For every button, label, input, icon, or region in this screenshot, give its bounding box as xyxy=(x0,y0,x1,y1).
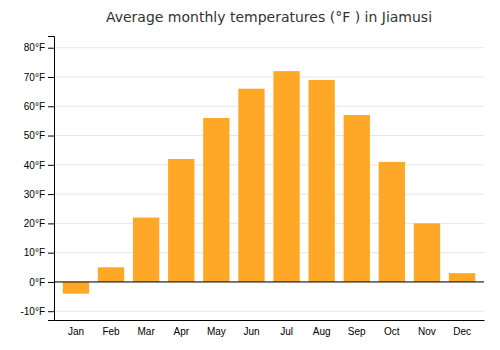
y-axis: -10°F 0°F 10°F 20°F 30°F 40°F 50°F 60°F 70°F 80°F xyxy=(20,37,54,321)
x-tick-label: Mar xyxy=(138,326,156,337)
y-tick-label: 80°F xyxy=(24,42,45,53)
x-tick: Nov xyxy=(418,320,436,337)
x-tick: Apr xyxy=(173,320,189,337)
grid-line xyxy=(54,47,484,48)
grid-line xyxy=(54,194,484,195)
bar xyxy=(63,282,89,294)
bars xyxy=(54,71,484,294)
bar xyxy=(168,159,194,282)
bar xyxy=(449,273,475,282)
y-tick-mark xyxy=(48,311,54,312)
x-tick-label: Jan xyxy=(68,326,84,337)
y-tick: 20°F xyxy=(24,218,54,229)
x-tick: Feb xyxy=(102,320,120,337)
x-tick-label: Aug xyxy=(313,326,331,337)
y-tick-label: 60°F xyxy=(24,101,45,112)
x-tick-label: Dec xyxy=(453,326,471,337)
x-tick-label: May xyxy=(207,326,226,337)
y-tick-mark xyxy=(48,194,54,195)
y-tick-label: 30°F xyxy=(24,189,45,200)
y-tick-label: 40°F xyxy=(24,160,45,171)
y-tick: 30°F xyxy=(24,189,54,200)
x-tick: Aug xyxy=(313,320,331,337)
x-tick-label: Feb xyxy=(102,326,120,337)
x-tick: Jul xyxy=(280,320,293,337)
x-tick-label: Sep xyxy=(348,326,366,337)
y-tick-mark xyxy=(48,48,54,49)
bar xyxy=(344,115,370,282)
grid-line xyxy=(54,106,484,107)
y-tick-mark xyxy=(48,223,54,224)
bar xyxy=(308,80,334,282)
y-axis-line xyxy=(48,37,55,321)
x-tick: Sep xyxy=(348,320,366,337)
x-tick: May xyxy=(207,320,226,337)
grid xyxy=(54,48,484,312)
x-tick: Jan xyxy=(68,320,84,337)
grid-line xyxy=(54,135,484,136)
chart-container: Average monthly temperatures (°F ) in Ji… xyxy=(0,0,500,350)
x-tick-label: Jun xyxy=(243,326,259,337)
y-tick-label: 20°F xyxy=(24,218,45,229)
y-tick-mark xyxy=(48,77,54,78)
y-tick-label: 50°F xyxy=(24,130,45,141)
bar xyxy=(379,162,405,282)
y-tick: 50°F xyxy=(24,130,54,141)
x-tick-label: Jul xyxy=(280,326,293,337)
title: Average monthly temperatures (°F ) in Ji… xyxy=(106,9,432,25)
y-tick-label: 10°F xyxy=(24,247,45,258)
y-tick: 80°F xyxy=(24,42,54,53)
y-tick: 40°F xyxy=(24,160,54,171)
baseline xyxy=(54,281,484,282)
x-tick: Jun xyxy=(243,320,259,337)
grid-line xyxy=(54,164,484,165)
y-tick: 10°F xyxy=(24,247,54,258)
bar xyxy=(273,71,299,282)
chart: Average monthly temperatures (°F ) in Ji… xyxy=(0,0,500,350)
x-axis: Jan Feb Mar Apr May Jun Jul Aug Sep Oct Nov Dec xyxy=(55,320,485,337)
y-tick-mark xyxy=(48,165,54,166)
grid-line xyxy=(54,311,484,312)
x-tick: Dec xyxy=(453,320,471,337)
plot-area: -10°F 0°F 10°F 20°F 30°F 40°F 50°F 60°F 70°F 80°F… xyxy=(20,37,484,338)
y-tick: 70°F xyxy=(24,72,54,83)
y-tick-mark xyxy=(48,106,54,107)
bar xyxy=(203,118,229,282)
y-tick-mark xyxy=(48,282,54,283)
y-tick: -10°F xyxy=(20,306,54,317)
y-tick: 0°F xyxy=(29,277,54,288)
x-tick-label: Oct xyxy=(384,326,400,337)
x-tick-label: Apr xyxy=(173,326,189,337)
grid-line xyxy=(54,76,484,77)
y-tick-label: 70°F xyxy=(24,72,45,83)
y-tick-label: 0°F xyxy=(29,277,45,288)
y-tick: 60°F xyxy=(24,101,54,112)
grid-line xyxy=(54,281,484,282)
bar xyxy=(238,89,264,282)
x-tick: Mar xyxy=(138,320,156,337)
bar xyxy=(133,218,159,282)
bar xyxy=(414,223,440,282)
y-tick-label: -10°F xyxy=(20,306,45,317)
x-tick: Oct xyxy=(384,320,400,337)
bar xyxy=(98,267,124,282)
x-axis-line xyxy=(55,320,485,321)
y-tick-mark xyxy=(48,136,54,137)
y-tick-mark xyxy=(48,253,54,254)
x-tick-label: Nov xyxy=(418,326,436,337)
